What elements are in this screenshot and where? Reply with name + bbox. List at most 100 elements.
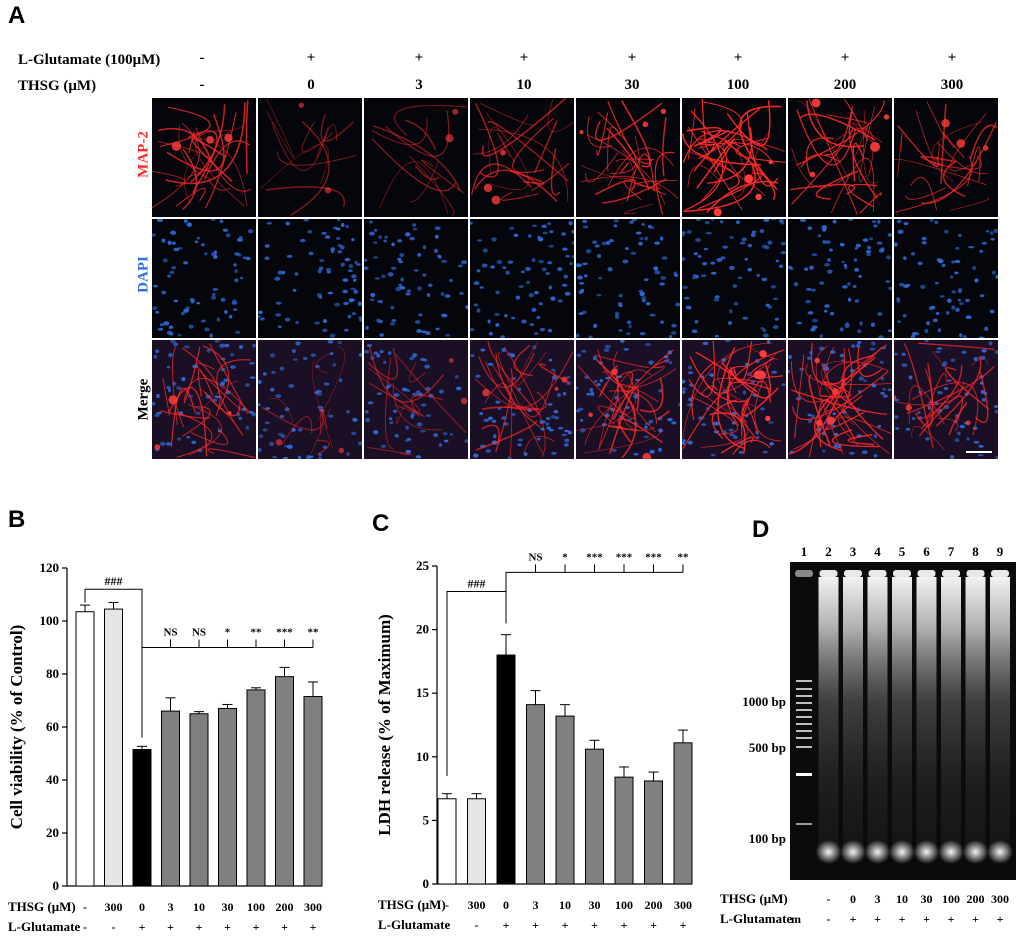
- y-tick-label: 0: [53, 878, 60, 893]
- glutamate-lane-value: +: [923, 912, 930, 926]
- micrograph-merge-6: [788, 340, 892, 459]
- glutamate-tick-label: -: [83, 920, 87, 934]
- glutamate-lane-value: m: [791, 912, 801, 926]
- low-mw-fragment-band: [987, 840, 1013, 864]
- thsg-lane-value: 100: [942, 892, 960, 906]
- glutamate-tick-label: +: [253, 920, 260, 934]
- bar-1: [104, 608, 123, 887]
- thsg-condition-5: 100: [726, 77, 750, 93]
- low-mw-fragment-band: [962, 840, 989, 864]
- significance-label: ***: [586, 551, 603, 563]
- thsg-condition-6: 200: [833, 77, 857, 93]
- bar-7: [275, 676, 294, 887]
- bar-2: [496, 654, 516, 885]
- lane-number: 3: [850, 544, 857, 559]
- micrograph-merge-2: [364, 340, 468, 459]
- glutamate-condition-4: +: [627, 50, 637, 66]
- lane-number: 5: [899, 544, 906, 559]
- thsg-tick-label: 300: [674, 898, 692, 912]
- thsg-row-label: THSG (μM): [378, 897, 446, 912]
- glutamate-condition-label: L-Glutamate (100μM): [18, 52, 161, 68]
- thsg-condition-3: 10: [516, 77, 532, 93]
- micrograph-merge-3: [470, 340, 574, 459]
- gel-well: [991, 570, 1009, 577]
- y-tick-label: 80: [46, 666, 59, 681]
- marker-size-label: 1000 bp: [742, 694, 786, 709]
- lane-number: 6: [923, 544, 930, 559]
- significance-label: **: [308, 627, 320, 639]
- bar-3: [526, 704, 545, 885]
- thsg-lane-value: 200: [967, 892, 985, 906]
- glutamate-lane-value: +: [850, 912, 857, 926]
- bar-4: [555, 715, 575, 885]
- y-tick-label: 10: [416, 749, 429, 764]
- bar-0: [437, 798, 457, 885]
- micrograph-dapi-2: [364, 219, 468, 338]
- glutamate-tick-label: +: [650, 918, 657, 932]
- glutamate-row-label: L-Glutamate: [378, 917, 450, 932]
- dna-smear: [892, 577, 912, 855]
- dna-smear: [941, 577, 961, 855]
- micrograph-dapi-1: [258, 219, 362, 338]
- y-tick-label: 15: [416, 685, 430, 700]
- y-tick-label: 20: [416, 622, 429, 637]
- control-comparison-label: ###: [468, 576, 486, 590]
- micrograph-merge-0: [152, 340, 256, 459]
- thsg-condition-7: 300: [940, 77, 964, 93]
- thsg-tick-label: 30: [222, 900, 234, 914]
- micrograph-dapi-5: [682, 219, 786, 338]
- ladder-band: [796, 695, 812, 697]
- glutamate-tick-label: +: [532, 918, 539, 932]
- panel-b-letter: B: [8, 506, 26, 533]
- glutamate-tick-label: +: [621, 918, 628, 932]
- low-mw-fragment-band: [815, 840, 842, 864]
- micrograph-map2-3: [470, 98, 574, 217]
- bar-1: [467, 798, 486, 885]
- micrograph-map2-1: [258, 98, 362, 217]
- micrograph-dapi-0: [152, 219, 256, 338]
- y-tick-label: 5: [423, 812, 430, 827]
- micrograph-map2-4: [576, 98, 680, 217]
- low-mw-fragment-band: [913, 840, 940, 864]
- y-tick-label: 20: [46, 825, 59, 840]
- glutamate-lane-value: +: [899, 912, 906, 926]
- significance-label: *: [225, 627, 231, 639]
- ladder-band: [796, 688, 812, 690]
- thsg-lane-value: 0: [850, 892, 856, 906]
- y-axis-label: LDH release (% of Maximum): [375, 614, 394, 836]
- significance-label: ***: [616, 551, 633, 563]
- glutamate-row-label: L-Glutamate: [720, 911, 792, 926]
- glutamate-tick-label: +: [591, 918, 598, 932]
- thsg-tick-label: 3: [168, 900, 174, 914]
- glutamate-lane-value: -: [827, 912, 831, 926]
- glutamate-tick-label: +: [310, 920, 317, 934]
- thsg-tick-label: 0: [503, 898, 509, 912]
- ladder-band: [796, 746, 812, 748]
- glutamate-lane-value: +: [997, 912, 1004, 926]
- gel-well: [795, 570, 813, 577]
- row-label-merge: Merge: [135, 378, 152, 421]
- thsg-tick-label: 100: [615, 898, 633, 912]
- bar-4: [189, 713, 209, 887]
- bar-2: [132, 749, 152, 887]
- y-axis-label: Cell viability (% of Control): [7, 625, 26, 830]
- y-tick-label: 40: [46, 772, 59, 787]
- micrograph-merge-5: [682, 340, 786, 459]
- y-tick-label: 25: [416, 558, 430, 573]
- thsg-lane-value: 3: [875, 892, 881, 906]
- thsg-tick-label: 10: [559, 898, 571, 912]
- thsg-lane-value: -: [827, 892, 831, 906]
- gel-well: [966, 570, 985, 577]
- glutamate-tick-label: +: [167, 920, 174, 934]
- ladder-band: [796, 823, 812, 825]
- thsg-tick-label: 200: [276, 900, 294, 914]
- ladder-band: [796, 723, 812, 725]
- micrograph-dapi-7: [894, 219, 998, 338]
- glutamate-tick-label: -: [445, 918, 449, 932]
- dna-smear: [990, 577, 1010, 855]
- glutamate-lane-value: +: [972, 912, 979, 926]
- micrograph-dapi-6: [788, 219, 892, 338]
- lane-number: 4: [874, 544, 881, 559]
- gel-well: [844, 570, 862, 577]
